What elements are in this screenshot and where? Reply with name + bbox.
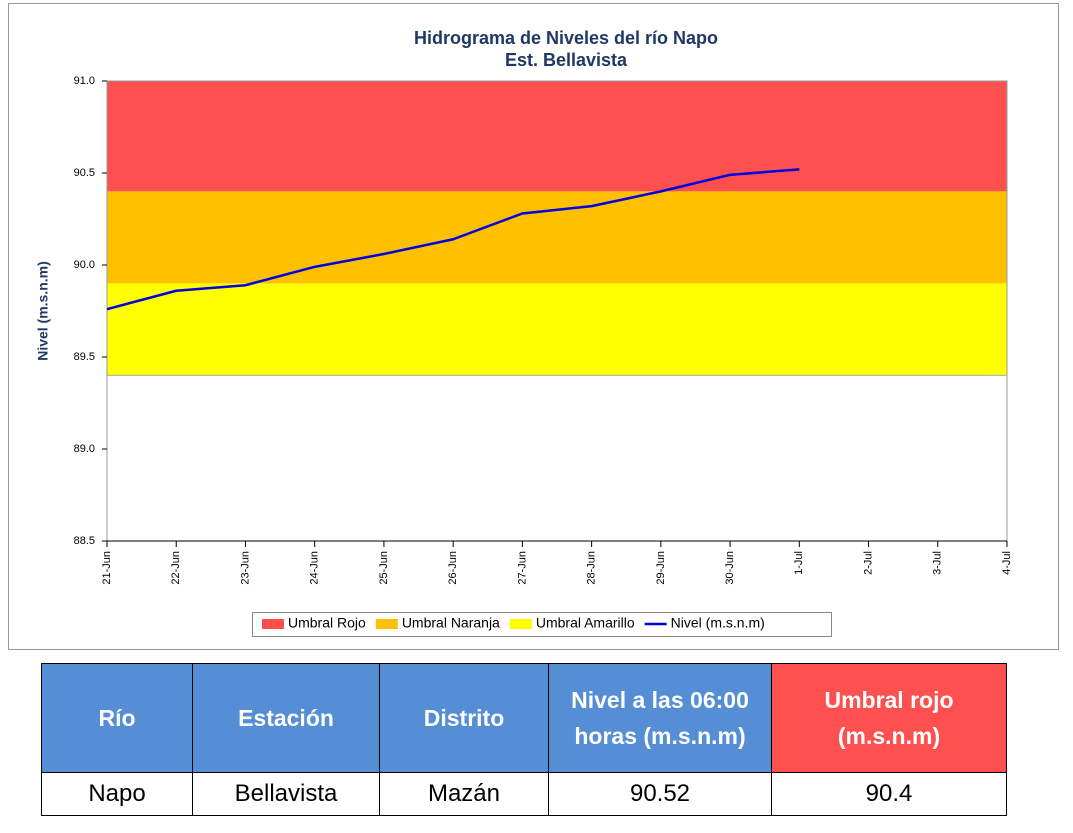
header-cell: Distrito: [379, 663, 549, 773]
y-tick-label: 89.5: [74, 351, 95, 363]
x-tick-label: 24-Jun: [309, 551, 321, 585]
y-tick-label: 90.0: [74, 259, 95, 271]
y-axis-label: Nivel (m.s.n.m): [35, 261, 51, 361]
x-tick-label: 22-Jun: [170, 551, 182, 585]
threshold-band: [107, 81, 1007, 192]
y-tick-label: 91.0: [74, 75, 95, 87]
info-table: Río Estación Distrito Nivel a las 06:00 …: [41, 663, 1007, 816]
cell: 90.4: [771, 772, 1007, 816]
x-tick-label: 28-Jun: [586, 551, 598, 585]
legend-swatch: [262, 619, 284, 629]
x-tick-label: 27-Jun: [516, 551, 528, 585]
y-tick-label: 89.0: [74, 443, 95, 455]
x-tick-label: 4-Jul: [1001, 551, 1013, 575]
y-tick-label: 88.5: [74, 535, 95, 547]
x-tick-label: 30-Jun: [724, 551, 736, 585]
cell: 90.52: [548, 772, 772, 816]
legend-swatch: [375, 619, 398, 629]
cell: Napo: [41, 772, 193, 816]
x-tick-label: 3-Jul: [932, 551, 944, 575]
x-tick-label: 21-Jun: [101, 551, 113, 585]
chart-subtitle: Est. Bellavista: [505, 50, 628, 70]
chart: Hidrograma de Niveles del río Napo Est. …: [8, 3, 1059, 650]
threshold-band: [107, 191, 1007, 284]
x-tick-label: 29-Jun: [655, 551, 667, 585]
cell: Mazán: [379, 772, 549, 816]
legend-swatch: [509, 619, 532, 629]
cell: Bellavista: [192, 772, 380, 816]
legend-label: Umbral Rojo: [288, 615, 366, 631]
legend-label: Umbral Amarillo: [536, 615, 635, 631]
chart-title: Hidrograma de Niveles del río Napo: [414, 28, 718, 48]
header-cell: Umbral rojo (m.s.n.m): [771, 663, 1007, 773]
x-tick-label: 25-Jun: [378, 551, 390, 585]
header-cell: Estación: [192, 663, 380, 773]
legend-box: [252, 612, 832, 637]
header-cell: Nivel a las 06:00 horas (m.s.n.m): [548, 663, 772, 773]
threshold-band: [107, 283, 1007, 376]
x-tick-label: 23-Jun: [239, 551, 251, 585]
x-tick-label: 26-Jun: [447, 551, 459, 585]
legend-label: Umbral Naranja: [402, 615, 500, 631]
x-tick-label: 1-Jul: [793, 551, 805, 575]
legend-label: Nivel (m.s.n.m): [671, 615, 765, 631]
header-cell: Río: [41, 663, 193, 773]
table-row: Napo Bellavista Mazán 90.52 90.4: [41, 772, 1007, 816]
table-header: Río Estación Distrito Nivel a las 06:00 …: [41, 663, 1007, 773]
data-line: [106, 168, 800, 311]
y-tick-label: 90.5: [74, 167, 95, 179]
x-tick-label: 2-Jul: [862, 551, 874, 575]
